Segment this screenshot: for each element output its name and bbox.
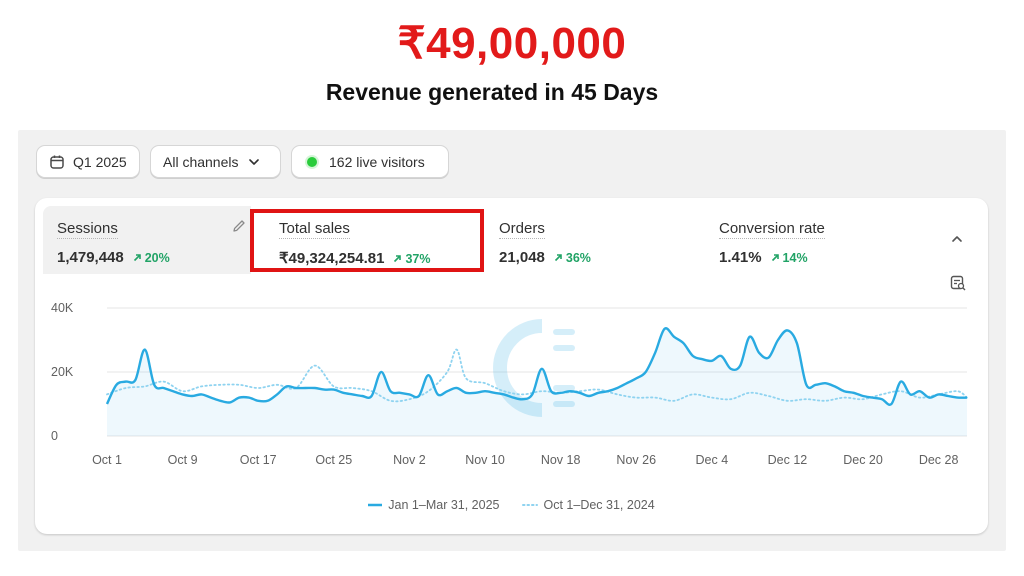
y-axis-labels: 40K 20K 0 — [51, 301, 74, 443]
watermark-arc — [493, 319, 543, 417]
metric-delta: 14% — [771, 251, 808, 265]
arrow-up-right-icon — [771, 254, 779, 262]
calendar-icon — [50, 155, 64, 169]
metric-tab-total-sales[interactable]: Total sales ₹49,324,254.81 37% — [265, 206, 483, 274]
x-tick-label: Oct 25 — [315, 453, 352, 467]
legend-solid-line-swatch — [368, 503, 383, 507]
metric-delta-value: 37% — [405, 251, 431, 266]
legend-item-previous[interactable]: Oct 1–Dec 31, 2024 — [521, 498, 655, 512]
metric-delta-value: 36% — [565, 250, 591, 265]
metric-label: Orders — [499, 220, 545, 239]
legend-item-current[interactable]: Jan 1–Mar 31, 2025 — [368, 498, 500, 512]
x-tick-label: Dec 4 — [696, 453, 729, 467]
legend-dotted-line-swatch — [521, 504, 538, 506]
metric-tab-sessions[interactable]: Sessions 1,479,448 20% — [43, 206, 251, 274]
chevron-up-icon[interactable] — [950, 232, 964, 246]
x-tick-label: Oct 9 — [168, 453, 198, 467]
x-tick-label: Oct 17 — [240, 453, 277, 467]
arrow-up-right-icon — [554, 254, 562, 262]
metric-label: Total sales — [279, 220, 350, 239]
metric-delta: 36% — [554, 251, 591, 265]
chart-legend: Jan 1–Mar 31, 2025 Oct 1–Dec 31, 2024 — [35, 498, 988, 512]
analytics-panel: Q1 2025 All channels 162 live visitors S… — [18, 130, 1006, 551]
metric-value: ₹49,324,254.81 — [279, 250, 385, 267]
x-tick-label: Oct 1 — [92, 453, 122, 467]
chart-gridlines — [107, 307, 967, 437]
arrow-up-right-icon — [394, 255, 402, 263]
brand-watermark-icon — [493, 319, 575, 417]
series-line-current — [105, 327, 968, 406]
chart-search-icon[interactable] — [949, 274, 967, 292]
legend-label: Jan 1–Mar 31, 2025 — [388, 498, 500, 512]
x-tick-label: Dec 20 — [843, 453, 883, 467]
channel-select[interactable]: All channels — [150, 145, 281, 178]
arrow-up-right-icon — [133, 254, 141, 262]
hero-revenue-subtitle: Revenue generated in 45 Days — [325, 79, 659, 105]
x-tick-label: Nov 2 — [393, 453, 426, 467]
channel-select-label: All channels — [163, 153, 239, 170]
metric-value: 21,048 — [499, 249, 545, 266]
x-axis-labels: Oct 1 Oct 9 Oct 17 Oct 25 Nov 2 Nov 10 Nov 18 N… — [92, 453, 958, 467]
x-tick-label: Nov 10 — [465, 453, 505, 467]
metric-delta: 37% — [393, 251, 431, 266]
date-range-label: Q1 2025 — [73, 153, 127, 170]
chevron-down-icon — [248, 158, 259, 165]
sales-line-chart: 40K 20K 0 Oct 1 Oct 9 Oct 17 Oct 25 Nov 2 Nov 1… — [51, 301, 968, 467]
y-tick-label: 0 — [51, 429, 58, 443]
metric-delta-value: 14% — [782, 250, 808, 265]
y-tick-label: 40K — [51, 301, 74, 315]
chart-series — [105, 327, 968, 406]
live-visitors-label: 162 live visitors — [329, 153, 425, 170]
live-status-dot — [307, 156, 317, 167]
metric-delta: 20% — [133, 251, 170, 265]
legend-label: Oct 1–Dec 31, 2024 — [543, 498, 655, 512]
x-tick-label: Dec 28 — [919, 453, 959, 467]
total-sales-highlight-box — [250, 209, 484, 272]
hero-revenue-amount: ₹49,00,000 — [397, 19, 627, 68]
y-tick-label: 20K — [51, 365, 74, 379]
x-tick-label: Nov 18 — [541, 453, 581, 467]
metric-tab-conversion-rate[interactable]: Conversion rate 1.41% 14% — [705, 206, 923, 274]
date-range-button[interactable]: Q1 2025 — [36, 145, 140, 178]
pencil-icon[interactable] — [231, 218, 247, 234]
x-tick-label: Nov 26 — [616, 453, 656, 467]
metric-value: 1,479,448 — [57, 249, 124, 266]
metric-tab-orders[interactable]: Orders 21,048 36% — [485, 206, 703, 274]
metric-value: 1.41% — [719, 249, 762, 266]
live-visitors-button[interactable]: 162 live visitors — [291, 145, 449, 178]
metric-label: Sessions — [57, 220, 118, 239]
x-tick-label: Dec 12 — [768, 453, 808, 467]
sales-chart-card: Sessions 1,479,448 20% Total sales ₹49,3… — [35, 198, 988, 534]
metric-delta-value: 20% — [144, 250, 170, 265]
metric-label: Conversion rate — [719, 220, 825, 239]
